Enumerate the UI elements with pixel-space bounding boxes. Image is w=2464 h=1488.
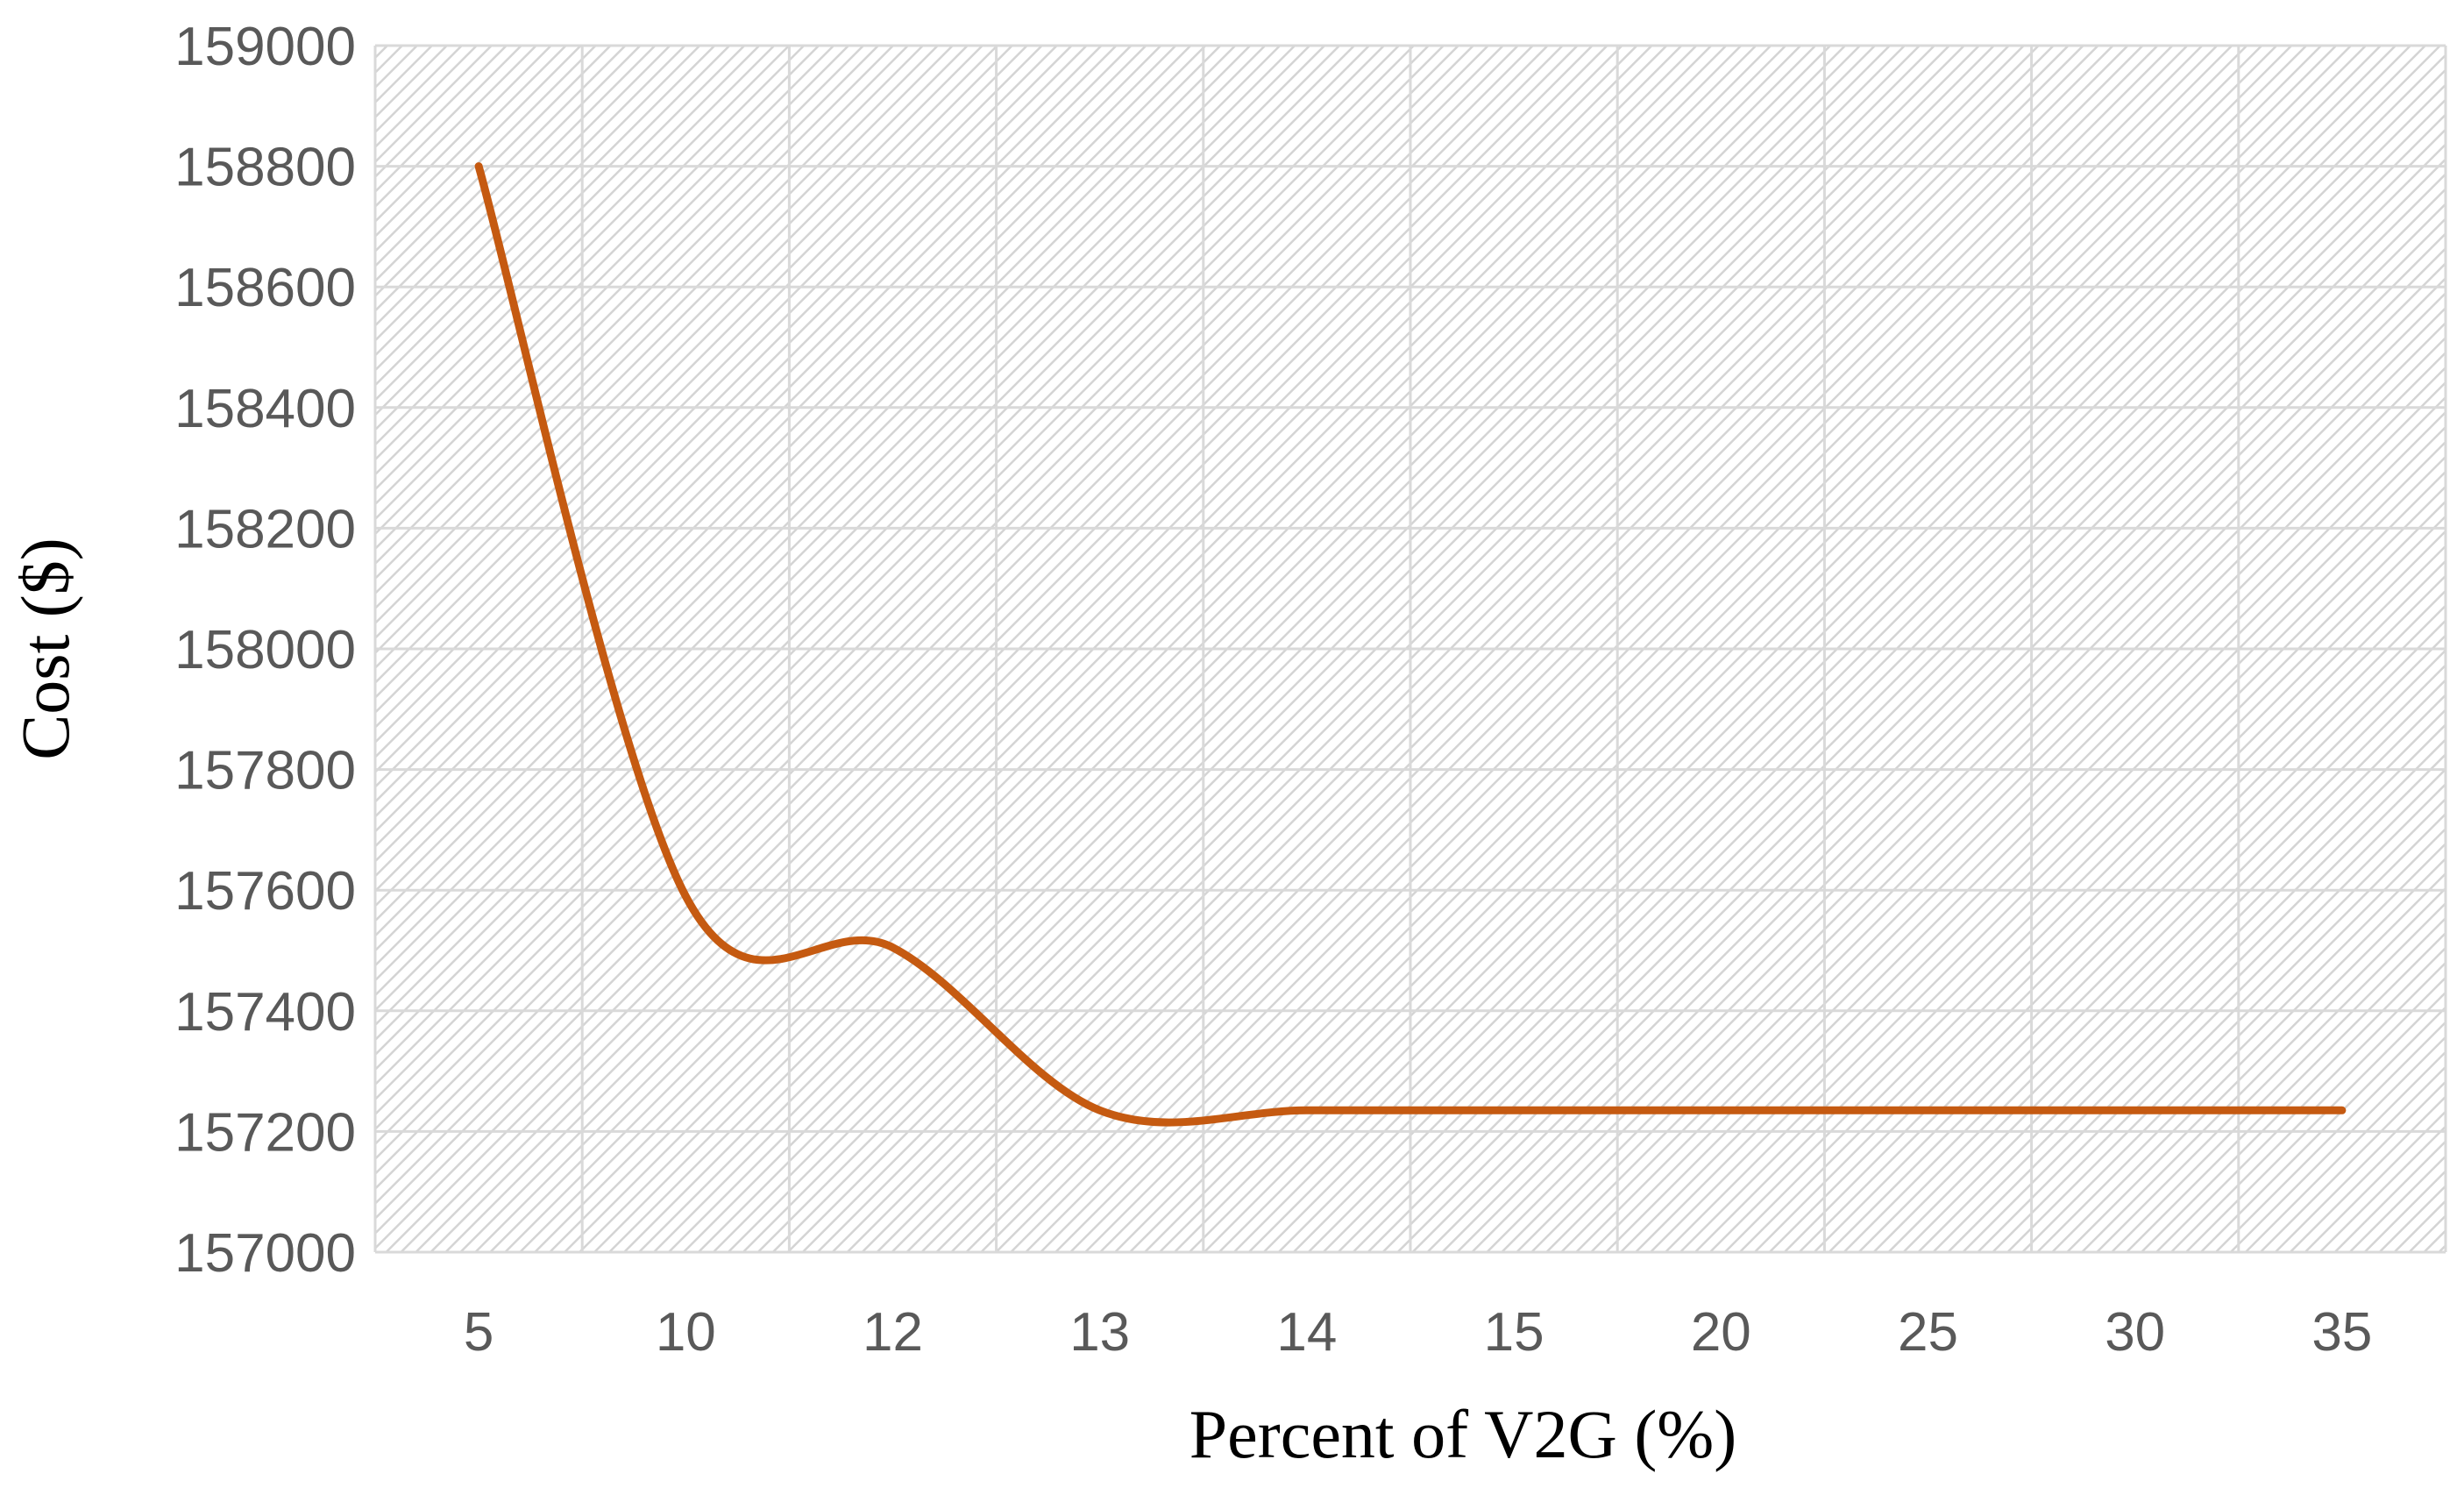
y-tick-label: 157000 [174, 1223, 356, 1284]
y-tick-label: 158200 [174, 499, 356, 559]
y-tick-label: 158600 [174, 258, 356, 318]
x-tick-label: 25 [1898, 1302, 1958, 1363]
x-tick-label: 30 [2105, 1302, 2165, 1363]
x-tick-label: 13 [1069, 1302, 1130, 1363]
x-tick-label: 20 [1691, 1302, 1751, 1363]
y-tick-label: 158000 [174, 620, 356, 680]
y-tick-label: 158800 [174, 138, 356, 198]
series-layer [474, 162, 2347, 1127]
y-tick-label: 157600 [174, 861, 356, 922]
y-tick-label: 159000 [174, 17, 356, 77]
x-tick-label: 5 [464, 1302, 494, 1363]
y-axis-title: Cost ($) [7, 538, 83, 760]
x-tick-label: 14 [1276, 1302, 1337, 1363]
x-tick-label: 12 [863, 1302, 923, 1363]
x-tick-label: 35 [2311, 1302, 2372, 1363]
x-tick-label: 15 [1484, 1302, 1544, 1363]
y-axis-ticks: 157000 157200 157400 157600 157800 158000 1582… [174, 17, 356, 1284]
y-tick-label: 158400 [174, 379, 356, 439]
y-tick-label: 157800 [174, 741, 356, 801]
y-tick-label: 157200 [174, 1102, 356, 1163]
y-tick-label: 157400 [174, 982, 356, 1043]
x-axis-ticks: 5 10 12 13 14 15 20 25 30 35 [464, 1302, 2373, 1363]
x-tick-label: 10 [656, 1302, 716, 1363]
x-axis-title: Percent of V2G (%) [1189, 1396, 1737, 1472]
series-line [474, 162, 2347, 1127]
gridlines [373, 44, 2447, 1254]
